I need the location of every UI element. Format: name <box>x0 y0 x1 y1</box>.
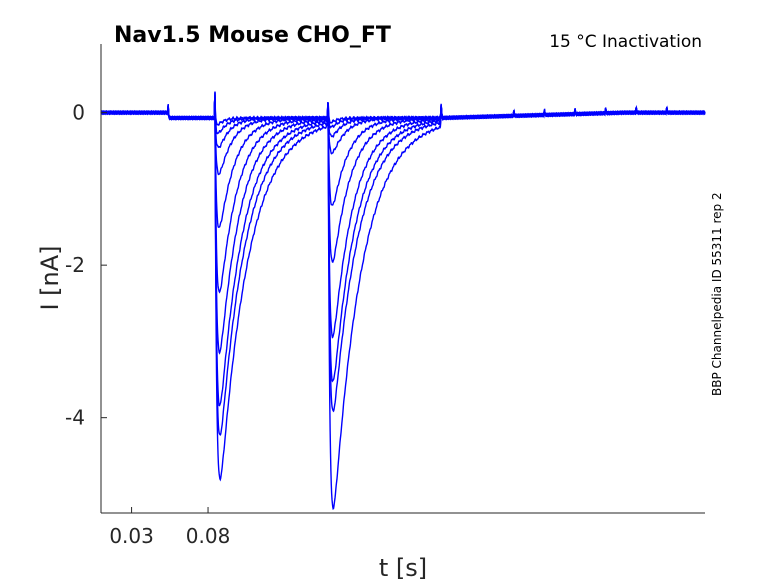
chart-title: Nav1.5 Mouse CHO_FT <box>114 23 391 48</box>
trace-line-4 <box>100 95 706 176</box>
y-tick-label-3: -4 <box>65 406 85 430</box>
trace-group <box>100 91 706 511</box>
trace-line-8 <box>100 102 706 407</box>
chart-condition: 15 °C Inactivation <box>549 32 702 52</box>
trace-line-6 <box>100 98 706 294</box>
x-axis-label: t [s] <box>379 554 427 582</box>
x-tick-label-2: 0.08 <box>186 524 231 548</box>
y-axis-label: I [nA] <box>36 245 64 310</box>
x-tick-label-1: 0.03 <box>109 524 154 548</box>
trace-line-10 <box>100 101 706 511</box>
y-tick-label-2: -2 <box>65 253 85 277</box>
side-note: BBP Channelpedia ID 55311 rep 2 <box>710 192 724 396</box>
y-tick-label-1: 0 <box>72 101 85 125</box>
tick-group: 0.03 0.08 0 -2 -4 <box>65 101 230 548</box>
